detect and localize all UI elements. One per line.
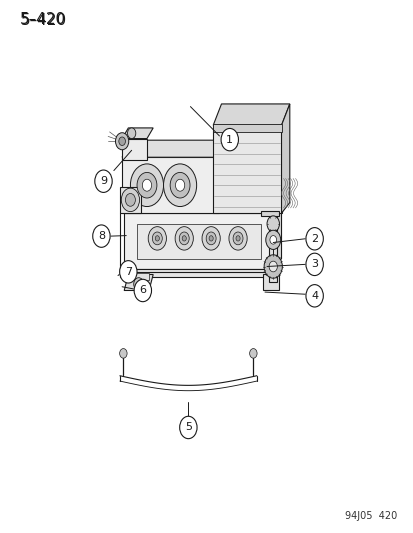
Circle shape	[179, 232, 189, 245]
Polygon shape	[273, 192, 281, 269]
Circle shape	[142, 179, 151, 191]
Circle shape	[182, 236, 186, 241]
Circle shape	[130, 164, 163, 207]
Circle shape	[266, 216, 279, 232]
Circle shape	[119, 261, 137, 283]
Circle shape	[134, 279, 151, 302]
Text: 4: 4	[310, 291, 318, 301]
Polygon shape	[124, 213, 273, 269]
Text: 8: 8	[97, 231, 105, 241]
Circle shape	[221, 128, 238, 151]
Polygon shape	[268, 213, 276, 282]
Circle shape	[305, 253, 323, 276]
Circle shape	[249, 349, 256, 358]
Circle shape	[137, 173, 157, 198]
Text: 9: 9	[100, 176, 107, 186]
Circle shape	[119, 349, 127, 358]
Polygon shape	[120, 269, 277, 277]
Text: 3: 3	[311, 260, 317, 269]
Text: 5–420: 5–420	[20, 12, 66, 27]
Circle shape	[268, 261, 277, 272]
Text: 6: 6	[139, 286, 146, 295]
Text: 1: 1	[226, 135, 233, 144]
Circle shape	[265, 230, 280, 249]
Polygon shape	[219, 140, 225, 213]
Circle shape	[228, 227, 247, 250]
Circle shape	[263, 255, 282, 278]
Polygon shape	[122, 139, 147, 160]
Circle shape	[155, 236, 159, 241]
Circle shape	[305, 228, 323, 250]
Polygon shape	[213, 125, 281, 213]
Circle shape	[235, 236, 240, 241]
Circle shape	[152, 232, 162, 245]
Circle shape	[115, 133, 128, 150]
Polygon shape	[122, 157, 219, 213]
Polygon shape	[122, 140, 225, 157]
Circle shape	[119, 137, 125, 146]
Text: 5: 5	[185, 423, 191, 432]
Circle shape	[305, 285, 323, 307]
Polygon shape	[260, 211, 279, 216]
Circle shape	[148, 227, 166, 250]
Bar	[213, 124, 281, 132]
Circle shape	[175, 227, 193, 250]
Polygon shape	[122, 128, 153, 139]
Circle shape	[93, 225, 110, 247]
Polygon shape	[124, 192, 281, 213]
Text: 5–420: 5–420	[21, 13, 66, 28]
Polygon shape	[213, 104, 289, 125]
Polygon shape	[281, 104, 289, 213]
Circle shape	[170, 173, 190, 198]
Circle shape	[179, 416, 197, 439]
Circle shape	[206, 232, 216, 245]
Circle shape	[269, 236, 276, 244]
Text: 94J05  420: 94J05 420	[344, 511, 396, 521]
Circle shape	[163, 164, 196, 207]
Circle shape	[202, 227, 220, 250]
Circle shape	[175, 179, 184, 191]
Polygon shape	[262, 274, 279, 290]
Polygon shape	[120, 187, 140, 213]
Polygon shape	[126, 273, 149, 280]
Circle shape	[125, 193, 135, 206]
Circle shape	[209, 236, 213, 241]
Circle shape	[127, 128, 135, 139]
Bar	[136, 224, 260, 259]
Circle shape	[121, 188, 139, 212]
Polygon shape	[124, 274, 153, 290]
Circle shape	[233, 232, 242, 245]
Circle shape	[95, 170, 112, 192]
Circle shape	[133, 278, 143, 290]
Text: 7: 7	[124, 267, 132, 277]
Text: 2: 2	[310, 234, 318, 244]
